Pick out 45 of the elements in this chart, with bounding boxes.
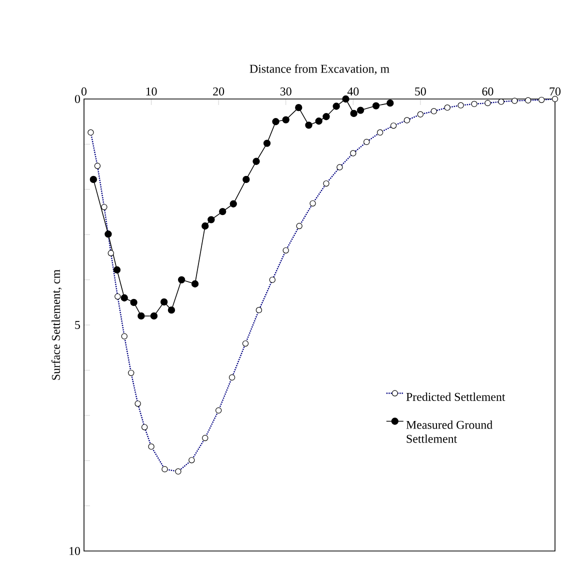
point bbox=[315, 118, 322, 125]
point bbox=[263, 140, 271, 147]
point bbox=[202, 222, 209, 230]
x-tick-label: 30 bbox=[280, 87, 292, 96]
x-axis-title: Distance from Excavation, m bbox=[250, 64, 390, 75]
point bbox=[386, 99, 394, 107]
point bbox=[130, 298, 138, 306]
point bbox=[252, 158, 260, 165]
point bbox=[230, 200, 237, 208]
point bbox=[150, 312, 158, 320]
point bbox=[322, 113, 330, 120]
point bbox=[242, 176, 250, 184]
x-tick-label: 0 bbox=[81, 87, 87, 96]
point bbox=[295, 104, 302, 112]
x-tick-label: 50 bbox=[415, 87, 426, 96]
point bbox=[138, 312, 145, 320]
point bbox=[342, 95, 350, 103]
point bbox=[208, 216, 215, 224]
point bbox=[372, 102, 380, 110]
point bbox=[104, 230, 112, 238]
point bbox=[160, 298, 168, 306]
point bbox=[356, 106, 364, 114]
point bbox=[178, 276, 186, 284]
point bbox=[272, 118, 280, 126]
x-tick-label: 20 bbox=[213, 87, 224, 96]
y-tick-label: 5 bbox=[75, 321, 80, 329]
point bbox=[168, 306, 176, 314]
point bbox=[113, 266, 121, 274]
point bbox=[305, 122, 312, 129]
point bbox=[282, 116, 290, 124]
legend-label: Measured Ground Settlement bbox=[406, 420, 492, 443]
x-tick-label: 10 bbox=[146, 87, 157, 96]
point bbox=[219, 208, 226, 216]
point bbox=[350, 110, 358, 118]
x-tick-label: 60 bbox=[482, 87, 494, 96]
y-axis-title: Surface Settlement, cm bbox=[51, 270, 62, 380]
point bbox=[191, 280, 199, 288]
legend-label: Predicted Settlement bbox=[406, 392, 506, 401]
point bbox=[332, 102, 340, 110]
x-tick-label: 40 bbox=[347, 87, 359, 96]
x-tick-label: 70 bbox=[550, 87, 561, 96]
point bbox=[90, 176, 98, 184]
point bbox=[120, 294, 128, 302]
y-tick-label: 0 bbox=[74, 94, 80, 104]
y-tick-label: 10 bbox=[70, 546, 80, 556]
